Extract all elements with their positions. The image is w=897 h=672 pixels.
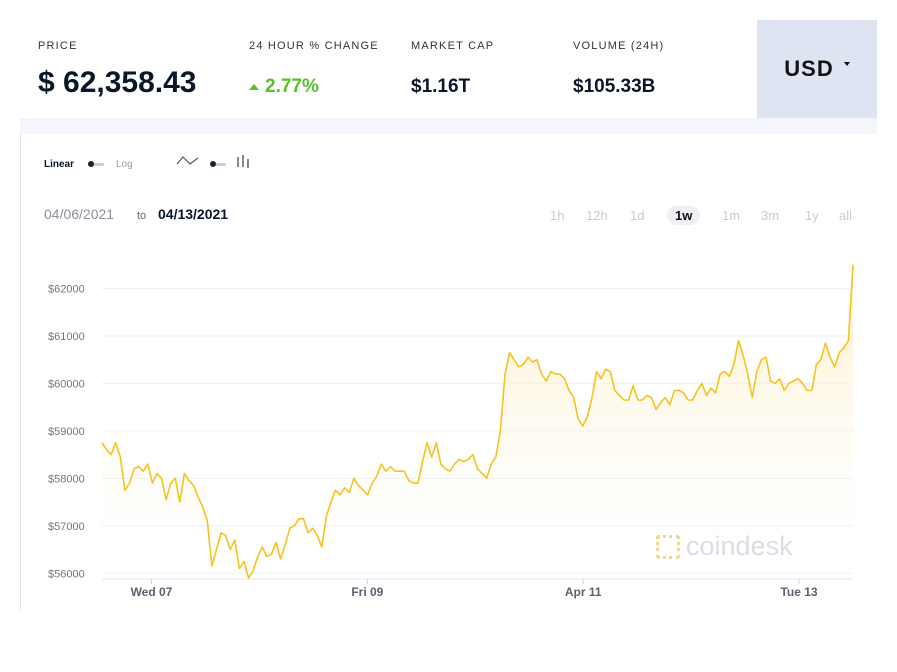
- log-label[interactable]: Log: [116, 159, 133, 170]
- scale-toggle[interactable]: [88, 161, 104, 167]
- price-value: $ 62,358.43: [38, 66, 197, 99]
- watermark-text: coindesk: [686, 531, 793, 561]
- market-cap-value: $1.16T: [411, 76, 471, 97]
- period-1w[interactable]: 1w: [667, 206, 701, 225]
- y-tick-label: $58000: [48, 473, 85, 485]
- volume-value: $105.33B: [573, 76, 656, 97]
- section-divider: [20, 118, 877, 134]
- y-tick-label: $59000: [48, 426, 85, 438]
- price-label: PRICE: [38, 40, 78, 52]
- linear-label[interactable]: Linear: [44, 159, 75, 170]
- currency-selected: USD: [784, 56, 834, 81]
- left-border: [20, 134, 21, 610]
- y-tick-label: $57000: [48, 521, 85, 533]
- period-1y[interactable]: 1y: [805, 208, 819, 223]
- x-tick-label: Fri 09: [351, 585, 383, 599]
- change-label: 24 HOUR % CHANGE: [249, 40, 379, 52]
- date-to-word: to: [137, 210, 147, 222]
- x-tick-label: Apr 11: [565, 585, 602, 599]
- line-chart-icon[interactable]: [176, 155, 200, 170]
- y-tick-label: $60000: [48, 378, 85, 390]
- stats-bar: PRICE $ 62,358.43 24 HOUR % CHANGE 2.77%…: [20, 20, 877, 118]
- period-3m[interactable]: 3m: [761, 208, 780, 223]
- date-from[interactable]: 04/06/2021: [44, 206, 115, 222]
- volume-label: VOLUME (24H): [573, 40, 665, 52]
- period-1m[interactable]: 1m: [722, 208, 741, 223]
- change-value: 2.77%: [265, 76, 319, 97]
- x-tick-label: Tue 13: [780, 585, 817, 599]
- y-tick-label: $62000: [48, 283, 85, 295]
- period-1d[interactable]: 1d: [630, 208, 645, 223]
- watermark: coindesk: [656, 531, 793, 562]
- price-line: [101, 264, 854, 579]
- period-1h[interactable]: 1h: [550, 208, 565, 223]
- currency-selector[interactable]: USD: [757, 20, 877, 118]
- period-12h[interactable]: 12h: [586, 208, 608, 223]
- y-tick-label: $56000: [48, 568, 85, 580]
- market-cap-label: MARKET CAP: [411, 40, 495, 52]
- chart-type-toggle[interactable]: [210, 161, 226, 167]
- coindesk-logo-icon: [656, 534, 680, 559]
- chevron-down-icon: [843, 62, 850, 66]
- period-all[interactable]: all: [839, 208, 853, 223]
- x-tick-label: Wed 07: [131, 585, 173, 599]
- up-arrow-icon: [249, 84, 259, 90]
- date-to[interactable]: 04/13/2021: [158, 206, 229, 222]
- y-tick-label: $61000: [48, 331, 85, 343]
- price-area: [102, 264, 853, 578]
- change-value-group: 2.77%: [249, 76, 319, 98]
- candlestick-icon[interactable]: [236, 155, 250, 172]
